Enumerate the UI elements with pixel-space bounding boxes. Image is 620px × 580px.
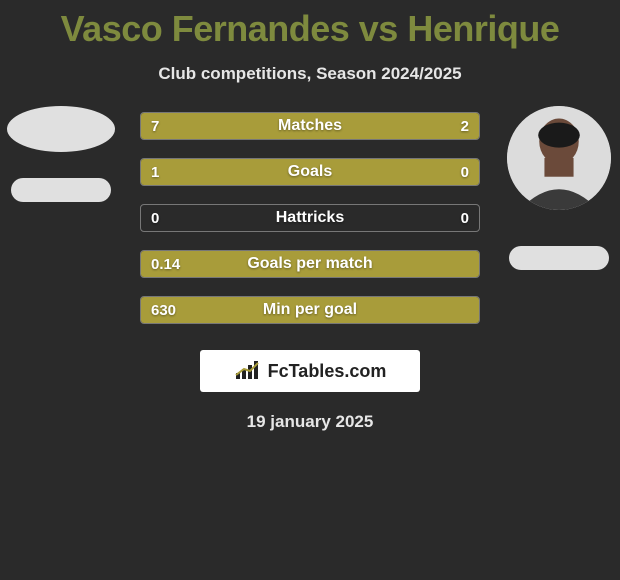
date-text: 19 january 2025: [0, 412, 620, 432]
subtitle: Club competitions, Season 2024/2025: [0, 64, 620, 84]
player-left-avatar: [7, 106, 115, 152]
page-title: Vasco Fernandes vs Henrique: [0, 0, 620, 50]
player-left-name-pill: [11, 178, 111, 202]
brand-badge: FcTables.com: [200, 350, 420, 392]
stat-bars: 72Matches 10Goals 00Hattricks 0.14Goals per…: [140, 112, 480, 324]
player-right-name-pill: [509, 246, 609, 270]
stat-bar: 72Matches: [140, 112, 480, 140]
chart-icon: [234, 361, 262, 381]
player-left-column: [6, 106, 116, 202]
brand-text: FcTables.com: [268, 361, 387, 382]
player-right-column: [504, 106, 614, 270]
stat-label: Min per goal: [141, 297, 479, 323]
player-right-avatar: [507, 106, 611, 210]
stat-bar: 0.14Goals per match: [140, 250, 480, 278]
stat-label: Goals per match: [141, 251, 479, 277]
stat-label: Matches: [141, 113, 479, 139]
comparison-arena: 72Matches 10Goals 00Hattricks 0.14Goals per…: [0, 112, 620, 324]
stat-label: Hattricks: [141, 205, 479, 231]
stat-bar: 10Goals: [140, 158, 480, 186]
stat-label: Goals: [141, 159, 479, 185]
stat-bar: 630Min per goal: [140, 296, 480, 324]
person-icon: [507, 106, 611, 210]
stat-bar: 00Hattricks: [140, 204, 480, 232]
